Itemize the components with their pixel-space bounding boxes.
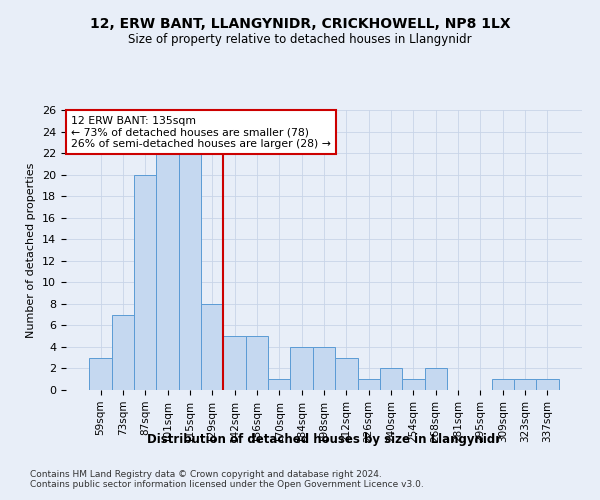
Text: Contains HM Land Registry data © Crown copyright and database right 2024.: Contains HM Land Registry data © Crown c… [30,470,382,479]
Bar [358,379,380,390]
Text: Distribution of detached houses by size in Llangynidr: Distribution of detached houses by size … [147,432,501,446]
Bar [179,153,201,390]
Bar [380,368,402,390]
Text: Contains public sector information licensed under the Open Government Licence v3: Contains public sector information licen… [30,480,424,489]
Text: 12 ERW BANT: 135sqm
← 73% of detached houses are smaller (78)
26% of semi-detach: 12 ERW BANT: 135sqm ← 73% of detached ho… [71,116,331,149]
Bar [134,174,157,390]
Text: Size of property relative to detached houses in Llangynidr: Size of property relative to detached ho… [128,32,472,46]
Bar [491,379,514,390]
Text: 12, ERW BANT, LLANGYNIDR, CRICKHOWELL, NP8 1LX: 12, ERW BANT, LLANGYNIDR, CRICKHOWELL, N… [89,18,511,32]
Bar [313,347,335,390]
Bar [89,358,112,390]
Y-axis label: Number of detached properties: Number of detached properties [26,162,37,338]
Bar [201,304,223,390]
Bar [402,379,425,390]
Bar [112,314,134,390]
Bar [335,358,358,390]
Bar [223,336,246,390]
Bar [246,336,268,390]
Bar [514,379,536,390]
Bar [157,153,179,390]
Bar [536,379,559,390]
Bar [425,368,447,390]
Bar [268,379,290,390]
Bar [290,347,313,390]
